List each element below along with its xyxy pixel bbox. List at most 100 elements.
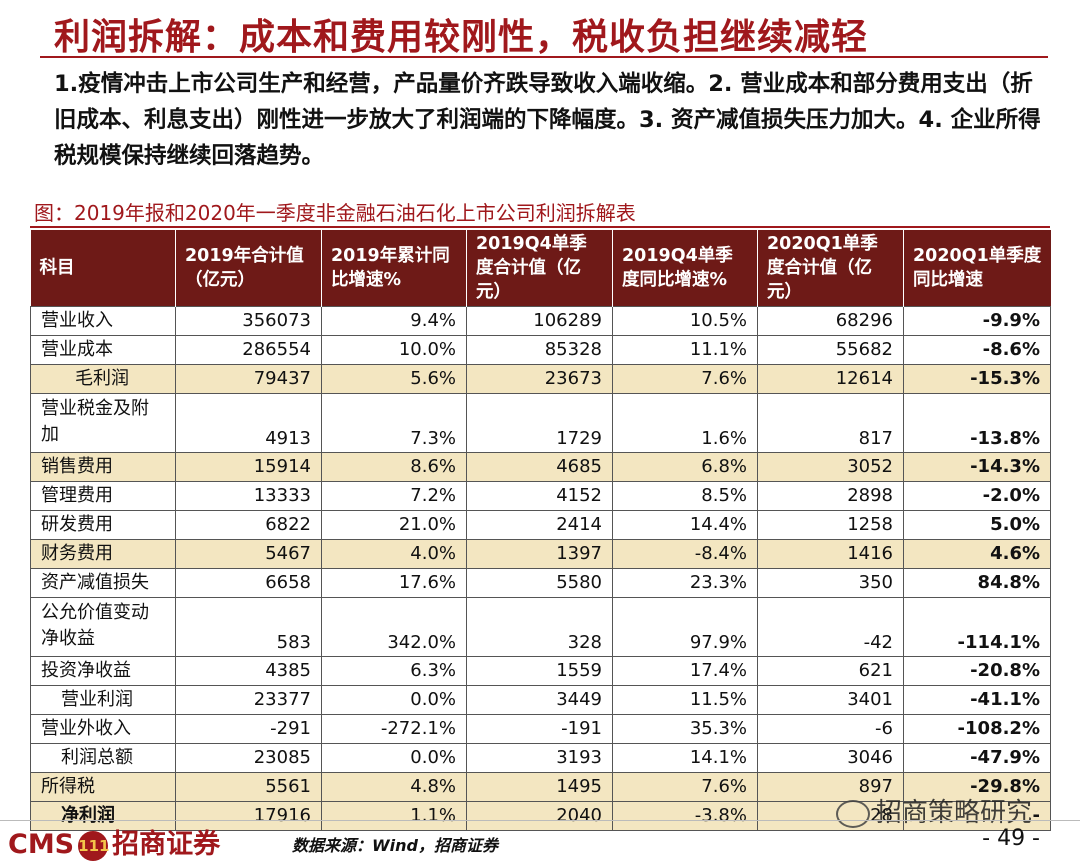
cell: -13.8% — [903, 393, 1051, 453]
row-label: 营业成本 — [30, 335, 176, 365]
cell: 10.0% — [321, 335, 467, 365]
cell: 5561 — [175, 772, 322, 802]
table-header-row: 科目 2019年合计值（亿元） 2019年累计同比增速% 2019Q4单季度合计… — [30, 230, 1051, 307]
row-label: 营业税金及附加 — [30, 393, 176, 453]
cell: 0.0% — [321, 743, 467, 773]
cell: 4152 — [466, 481, 613, 511]
cell: -8.4% — [612, 539, 758, 569]
table-row: 所得税 5561 4.8% 1495 7.6% 897 -29.8% — [30, 772, 1051, 802]
cell: -191 — [466, 714, 613, 744]
cell: 286554 — [175, 335, 322, 365]
profit-breakdown-table: 科目 2019年合计值（亿元） 2019年累计同比增速% 2019Q4单季度合计… — [30, 230, 1051, 831]
col-header-2020q1-total: 2020Q1单季度合计值（亿元） — [757, 230, 904, 307]
cell: 13333 — [175, 481, 322, 511]
col-header-2019q4-yoy: 2019Q4单季度同比增速% — [612, 230, 758, 307]
cell: 583 — [175, 597, 322, 657]
cell: 1729 — [466, 393, 613, 453]
row-label: 利润总额 — [30, 743, 176, 773]
cell: 3046 — [757, 743, 904, 773]
cell: -2.0% — [903, 481, 1051, 511]
row-label: 所得税 — [30, 772, 176, 802]
col-header-subject: 科目 — [30, 230, 176, 307]
cell: 15914 — [175, 452, 322, 482]
cell: 2898 — [757, 481, 904, 511]
cell: 68296 — [757, 306, 904, 336]
cell: 1495 — [466, 772, 613, 802]
logo-mark-icon: 111 — [78, 830, 109, 861]
cell: -272.1% — [321, 714, 467, 744]
cell: -108.2% — [903, 714, 1051, 744]
col-header-2019-yoy: 2019年累计同比增速% — [321, 230, 467, 307]
cell: -291 — [175, 714, 322, 744]
cell: 5.6% — [321, 364, 467, 394]
cell: -42 — [757, 597, 904, 657]
table-row: 利润总额 23085 0.0% 3193 14.1% 3046 -47.9% — [30, 743, 1051, 773]
cell: 12614 — [757, 364, 904, 394]
cell: 55682 — [757, 335, 904, 365]
cell: 23673 — [466, 364, 613, 394]
table-row: 毛利润 79437 5.6% 23673 7.6% 12614 -15.3% — [30, 364, 1051, 394]
cell: 7.3% — [321, 393, 467, 453]
cell: 6658 — [175, 568, 322, 598]
cell: 4385 — [175, 656, 322, 686]
cell: 5467 — [175, 539, 322, 569]
cell: 23085 — [175, 743, 322, 773]
cell: 1.6% — [612, 393, 758, 453]
cell: -47.9% — [903, 743, 1051, 773]
title-divider — [40, 56, 1048, 58]
cell: 11.5% — [612, 685, 758, 715]
cell: 1559 — [466, 656, 613, 686]
cell: -15.3% — [903, 364, 1051, 394]
cell: 23377 — [175, 685, 322, 715]
row-label: 毛利润 — [30, 364, 176, 394]
table-row: 研发费用 6822 21.0% 2414 14.4% 1258 5.0% — [30, 510, 1051, 540]
table-row: 公允价值变动净收益 583 342.0% 328 97.9% -42 -114.… — [30, 597, 1051, 657]
cell: 1397 — [466, 539, 613, 569]
row-label: 投资净收益 — [30, 656, 176, 686]
data-source: 数据来源：Wind，招商证券 — [292, 836, 498, 855]
col-header-2019-total: 2019年合计值（亿元） — [175, 230, 322, 307]
cell: -3.8% — [612, 801, 758, 831]
cell: 14.1% — [612, 743, 758, 773]
cell: 3193 — [466, 743, 613, 773]
cell: 17.6% — [321, 568, 467, 598]
footer-divider — [0, 820, 1080, 821]
page-number: - 49 - — [982, 826, 1040, 851]
watermark-text: 招商策略研究 — [876, 798, 1033, 828]
table-row: 营业收入 356073 9.4% 106289 10.5% 68296 -9.9… — [30, 306, 1051, 336]
cell: 7.2% — [321, 481, 467, 511]
cell: - — [903, 801, 1051, 831]
caption-divider — [30, 226, 1050, 228]
cell: 35.3% — [612, 714, 758, 744]
cell: 11.1% — [612, 335, 758, 365]
cell: 10.5% — [612, 306, 758, 336]
row-label: 财务费用 — [30, 539, 176, 569]
cell: 4.8% — [321, 772, 467, 802]
cell: 85328 — [466, 335, 613, 365]
cell: -6 — [757, 714, 904, 744]
cell: 8.6% — [321, 452, 467, 482]
row-label: 资产减值损失 — [30, 568, 176, 598]
page-title: 利润拆解：成本和费用较刚性，税收负担继续减轻 — [54, 16, 869, 58]
row-label: 销售费用 — [30, 452, 176, 482]
cell: 7.6% — [612, 772, 758, 802]
cell: 2040 — [466, 801, 613, 831]
cell: 350 — [757, 568, 904, 598]
cell: 6.3% — [321, 656, 467, 686]
cell: 0.0% — [321, 685, 467, 715]
cell: 342.0% — [321, 597, 467, 657]
cell: -41.1% — [903, 685, 1051, 715]
cms-logo: CMS 111招商证券 — [8, 822, 220, 861]
row-label: 研发费用 — [30, 510, 176, 540]
cell: -8.6% — [903, 335, 1051, 365]
table-row: 营业外收入 -291 -272.1% -191 35.3% -6 -108.2% — [30, 714, 1051, 744]
logo-cn-text: 招商证券 — [112, 829, 221, 860]
row-label: 净利润 — [30, 801, 176, 831]
table-row: 管理费用 13333 7.2% 4152 8.5% 2898 -2.0% — [30, 481, 1051, 511]
table-row: 财务费用 5467 4.0% 1397 -8.4% 1416 4.6% — [30, 539, 1051, 569]
cell: 7.6% — [612, 364, 758, 394]
row-label: 营业利润 — [30, 685, 176, 715]
cell: 356073 — [175, 306, 322, 336]
cell: 3052 — [757, 452, 904, 482]
cell: 28 — [757, 801, 904, 831]
